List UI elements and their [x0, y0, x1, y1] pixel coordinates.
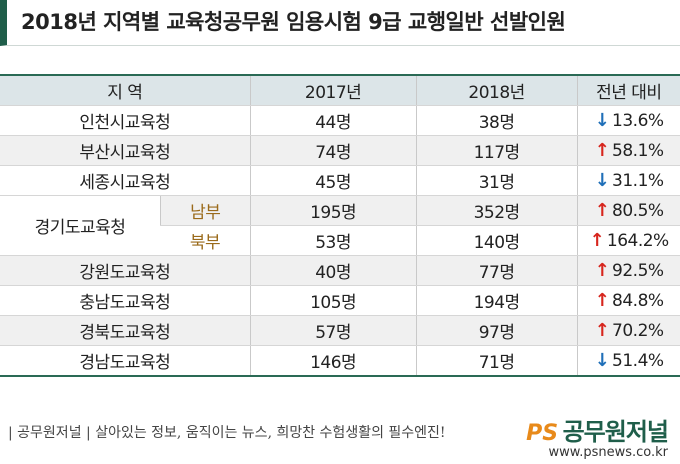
row: 충남도교육청 105명 194명 ↑ 84.8%	[0, 285, 680, 316]
arrow-up: ↑	[594, 200, 610, 221]
cell-region: 경남도교육청	[0, 345, 251, 377]
cell-region: 강원도교육청	[0, 255, 251, 286]
url: www.psnews.co.kr	[548, 445, 668, 460]
column-header: 2018년	[415, 75, 578, 106]
slogan: 살아있는 정보, 움직이는 뉴스, 희망찬 수험생활의 필수엔진!	[95, 425, 446, 441]
arrow-up: ↑	[594, 290, 610, 311]
row: 경기도교육청 남부 195명 352명 ↑ 80.5%	[0, 195, 680, 256]
cell-2018: 117명	[415, 135, 578, 166]
change-value: 31.1%	[612, 171, 664, 191]
change-value: 92.5%	[612, 261, 664, 281]
cell-region: 경북도교육청	[0, 315, 251, 346]
cell-2017: 105명	[249, 285, 417, 316]
row: 북부 53명 140명 ↑ 164.2%	[0, 225, 680, 256]
source: 공무원저널	[17, 425, 82, 441]
cell-2017: 195명	[249, 195, 417, 226]
cell-2017: 53명	[249, 225, 417, 256]
cell-change: ↑ 58.1%	[576, 135, 680, 166]
cell-2018: 97명	[415, 315, 578, 346]
cell-region: 충남도교육청	[0, 285, 251, 316]
change-value: 164.2%	[606, 231, 669, 251]
cell-change: ↓ 31.1%	[576, 165, 680, 196]
cell-2017: 45명	[249, 165, 417, 196]
arrow-up: ↑	[594, 140, 610, 161]
arrow-down: ↓	[594, 170, 610, 191]
arrow-up: ↑	[589, 230, 605, 251]
logo-name: 공무원저널	[562, 418, 669, 446]
arrow-down: ↓	[594, 350, 610, 371]
cell-2018: 77명	[415, 255, 578, 286]
column-header: 2017년	[249, 75, 417, 106]
header-row: 지 역 2017년 2018년 전년 대비	[0, 75, 680, 106]
cell-2017: 74명	[249, 135, 417, 166]
cell-2017: 44명	[249, 105, 417, 136]
row: 세종시교육청 45명 31명 ↓ 31.1%	[0, 165, 680, 196]
cell-2018: 194명	[415, 285, 578, 316]
change-value: 58.1%	[612, 141, 664, 161]
cell-2017: 40명	[249, 255, 417, 286]
arrow-up: ↑	[594, 320, 610, 341]
cell-region: 세종시교육청	[0, 165, 251, 196]
row: 경북도교육청 57명 97명 ↑ 70.2%	[0, 315, 680, 346]
logo: PS 공무원저널 www.psnews.co.kr	[526, 412, 669, 460]
change-value: 80.5%	[612, 201, 664, 221]
cell-change: ↑ 92.5%	[576, 255, 680, 286]
table: 지 역 2017년 2018년 전년 대비 인천시교육청 44명 38명 ↓ 13.6%…	[0, 74, 680, 377]
arrow-up: ↑	[594, 260, 610, 281]
logo-ps: PS	[526, 421, 559, 446]
cell-region: 부산시교육청	[0, 135, 251, 166]
arrow-down: ↓	[594, 110, 610, 131]
cell-change: ↑ 70.2%	[576, 315, 680, 346]
cell-2017: 146명	[249, 345, 417, 377]
cell-subregion: 북부	[160, 225, 251, 256]
cell-change: ↓ 13.6%	[576, 105, 680, 136]
cell-change: ↑ 164.2%	[576, 225, 680, 256]
cell-2018: 38명	[415, 105, 578, 136]
cell-2018: 140명	[415, 225, 578, 256]
row: 경남도교육청 146명 71명 ↓ 51.4%	[0, 345, 680, 377]
table-body: 인천시교육청 44명 38명 ↓ 13.6% 부산시교육청 74명 117명 ↑ 58.1% 세종시…	[0, 105, 680, 377]
cell-2018: 71명	[415, 345, 578, 377]
cell-region: 인천시교육청	[0, 105, 251, 136]
row: 부산시교육청 74명 117명 ↑ 58.1%	[0, 135, 680, 166]
cell-change: ↑ 80.5%	[576, 195, 680, 226]
cell-subregion: 남부	[160, 195, 251, 226]
cell-2018: 31명	[415, 165, 578, 196]
cell-change: ↓ 51.4%	[576, 345, 680, 377]
change-value: 70.2%	[612, 321, 664, 341]
footer: | 공무원저널 | 살아있는 정보, 움직이는 뉴스, 희망찬 수험생활의 필수…	[0, 418, 680, 464]
row: 인천시교육청 44명 38명 ↓ 13.6%	[0, 105, 680, 136]
change-value: 51.4%	[612, 351, 664, 371]
change-value: 13.6%	[612, 111, 664, 131]
title: 2018년 지역별 교육청공무원 임용시험 9급 교행일반 선발인원	[0, 0, 680, 46]
footer-text: | 공무원저널 | 살아있는 정보, 움직이는 뉴스, 희망찬 수험생활의 필수…	[8, 425, 446, 441]
column-header: 전년 대비	[576, 75, 680, 106]
change-value: 84.8%	[612, 291, 664, 311]
column-header: 지 역	[0, 75, 251, 106]
cell-change: ↑ 84.8%	[576, 285, 680, 316]
row: 강원도교육청 40명 77명 ↑ 92.5%	[0, 255, 680, 286]
cell-2018: 352명	[415, 195, 578, 226]
cell-2017: 57명	[249, 315, 417, 346]
cell-region: 경기도교육청	[0, 195, 161, 256]
